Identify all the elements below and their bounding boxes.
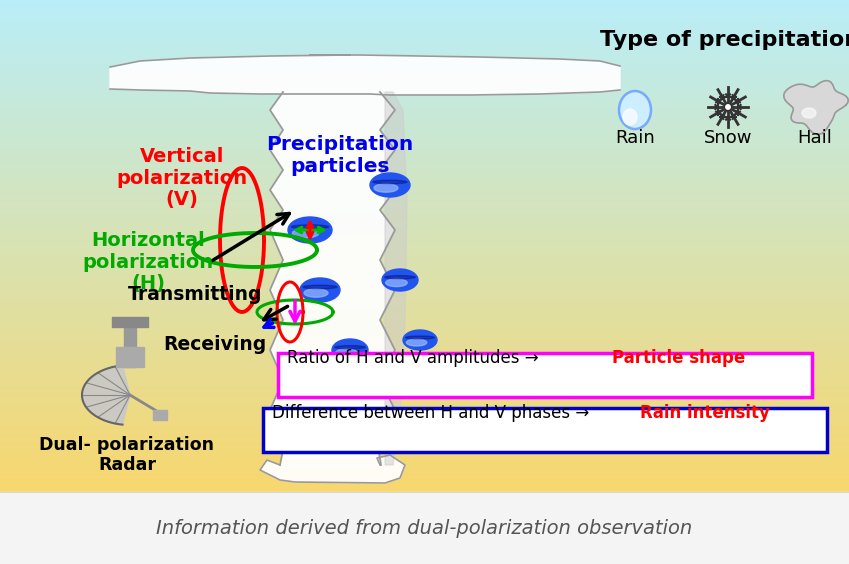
Ellipse shape xyxy=(370,173,410,197)
Ellipse shape xyxy=(291,225,329,228)
Polygon shape xyxy=(385,92,407,465)
Text: Dual- polarization
Radar: Dual- polarization Radar xyxy=(40,435,215,474)
Text: Particle shape: Particle shape xyxy=(612,349,745,367)
Ellipse shape xyxy=(406,336,435,339)
Text: Hail: Hail xyxy=(797,129,832,147)
Text: Vertical
polarization
(V): Vertical polarization (V) xyxy=(116,147,248,209)
Ellipse shape xyxy=(332,339,368,361)
Text: Receiving: Receiving xyxy=(163,336,267,355)
Polygon shape xyxy=(124,325,136,367)
Ellipse shape xyxy=(288,217,332,243)
Ellipse shape xyxy=(374,184,398,192)
Polygon shape xyxy=(116,347,144,367)
Polygon shape xyxy=(82,365,130,425)
Ellipse shape xyxy=(373,180,407,184)
Ellipse shape xyxy=(724,103,732,111)
Bar xyxy=(153,410,167,420)
Polygon shape xyxy=(784,81,848,134)
Ellipse shape xyxy=(292,228,319,238)
Text: Difference between H and V phases →: Difference between H and V phases → xyxy=(272,404,594,422)
Ellipse shape xyxy=(407,339,427,346)
Text: Horizontal
polarization
(H): Horizontal polarization (H) xyxy=(82,231,214,293)
Ellipse shape xyxy=(303,285,337,289)
Ellipse shape xyxy=(385,276,415,279)
Text: Transmitting: Transmitting xyxy=(127,285,262,305)
Ellipse shape xyxy=(382,269,418,291)
Text: Rain: Rain xyxy=(616,129,655,147)
Ellipse shape xyxy=(802,108,816,118)
Text: Type of precipitation: Type of precipitation xyxy=(600,30,849,50)
Ellipse shape xyxy=(385,279,408,287)
Polygon shape xyxy=(260,455,405,483)
Ellipse shape xyxy=(335,346,365,349)
Polygon shape xyxy=(270,92,395,465)
Ellipse shape xyxy=(623,109,637,125)
Ellipse shape xyxy=(304,289,328,297)
Bar xyxy=(0,492,849,564)
Polygon shape xyxy=(112,317,148,327)
Ellipse shape xyxy=(403,330,437,350)
Ellipse shape xyxy=(619,91,651,129)
FancyBboxPatch shape xyxy=(278,353,812,397)
Polygon shape xyxy=(110,55,620,95)
Text: Rain intensity: Rain intensity xyxy=(640,404,770,422)
FancyBboxPatch shape xyxy=(263,408,827,452)
Ellipse shape xyxy=(335,349,357,356)
Text: Information derived from dual-polarization observation: Information derived from dual-polarizati… xyxy=(156,519,692,539)
Text: Ratio of H and V amplitudes →: Ratio of H and V amplitudes → xyxy=(287,349,544,367)
Text: Snow: Snow xyxy=(704,129,752,147)
Ellipse shape xyxy=(300,278,340,302)
Text: Precipitation
particles: Precipitation particles xyxy=(267,134,413,175)
